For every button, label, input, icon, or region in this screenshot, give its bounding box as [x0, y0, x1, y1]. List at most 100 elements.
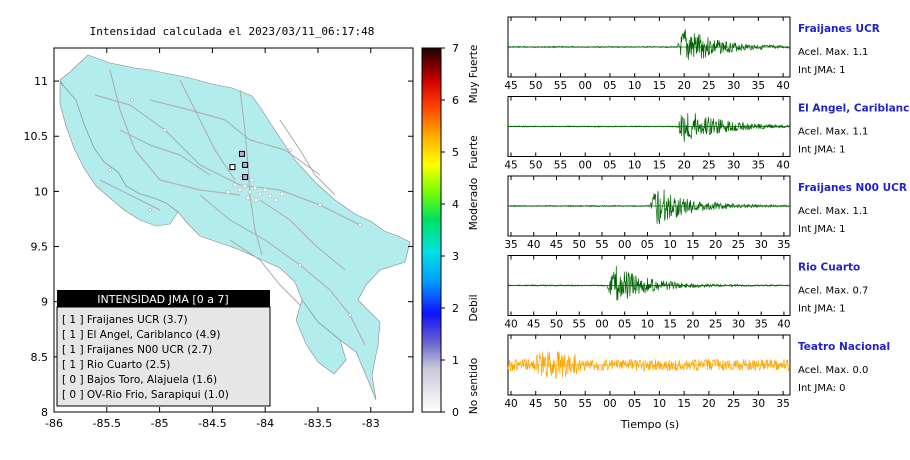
- jma-intensity: Int JMA: 1: [798, 145, 846, 156]
- jma-intensity: Int JMA: 1: [798, 65, 846, 76]
- colorbar-gradient: [421, 47, 442, 413]
- waveform-tick-label: 50: [529, 160, 542, 172]
- lat-tick-label: 8: [41, 406, 48, 419]
- waveform-tick-label: 40: [504, 398, 517, 410]
- waveform-tick-label: 50: [550, 319, 563, 331]
- legend-item: [ 1 ] Rio Cuarto (2.5): [62, 359, 170, 371]
- waveform-xlabel: Tiempo (s): [620, 418, 679, 431]
- longitude-axis: -86 -85.5 -85 -84.5 -84 -83.5 -83: [45, 48, 380, 430]
- legend-header: [57, 290, 270, 307]
- waveform-tick-label: 55: [579, 398, 592, 410]
- waveform-trace: [507, 265, 790, 301]
- waveform-tick-label: 00: [595, 319, 608, 331]
- lon-tick-label: -84.5: [198, 417, 226, 430]
- waveform-tick-label: 40: [776, 160, 789, 172]
- colorbar-tick-label: 5: [452, 146, 459, 159]
- colorbar-tick-label: 7: [452, 42, 459, 55]
- max-acceleration: Acel. Max. 1.1: [798, 127, 868, 138]
- colorbar-tick-label: 4: [452, 198, 459, 211]
- legend-item: [ 1 ] Fraijanes N00 UCR (2.7): [62, 344, 212, 356]
- colorbar-tick-label: 3: [452, 250, 459, 263]
- waveform-tick-label: 35: [754, 319, 767, 331]
- waveform-trace: [507, 113, 790, 142]
- waveform-trace: [507, 189, 790, 225]
- lon-tick-label: -85.5: [93, 417, 121, 430]
- lon-tick-label: -83: [362, 417, 380, 430]
- colorbar-category-label: Debil: [468, 294, 480, 321]
- waveform-tick-label: 05: [603, 160, 616, 172]
- colorbar-tick-label: 0: [452, 406, 459, 419]
- waveform-tick-label: 35: [777, 239, 790, 251]
- waveform-tick-label: 00: [618, 239, 631, 251]
- waveform-tick-label: 15: [653, 160, 666, 172]
- station-name: Teatro Nacional: [798, 341, 890, 353]
- station-name: Rio Cuarto: [798, 262, 860, 274]
- waveform-tick-label: 50: [573, 239, 586, 251]
- waveform-tick-label: 35: [752, 160, 765, 172]
- legend-item: [ 0 ] Bajos Toro, Alajuela (1.6): [62, 374, 217, 386]
- waveform-tick-label: 05: [641, 239, 654, 251]
- waveform-tick-label: 55: [554, 160, 567, 172]
- waveform-tick-label: 40: [504, 319, 517, 331]
- lat-tick-label: 11: [34, 75, 48, 88]
- jma-intensity: Int JMA: 0: [798, 383, 846, 394]
- waveform-tick-label: 30: [752, 398, 765, 410]
- waveform-tick-label: 45: [550, 239, 563, 251]
- waveform-tick-label: 45: [527, 319, 540, 331]
- waveform-tick-label: 15: [653, 80, 666, 92]
- colorbar-ticks: 0 1 2 3 4 5 6 7: [441, 42, 459, 419]
- waveform-tick-label: 30: [754, 239, 767, 251]
- waveform-tick-label: 10: [653, 398, 666, 410]
- lon-tick-label: -83.5: [304, 417, 332, 430]
- waveform-tick-label: 25: [709, 319, 722, 331]
- waveform-tick-label: 10: [628, 160, 641, 172]
- lon-tick-label: -84: [256, 417, 274, 430]
- colorbar-category-label: Fuerte: [468, 135, 480, 168]
- waveform-tick-label: 45: [504, 160, 517, 172]
- max-acceleration: Acel. Max. 0.7: [798, 286, 868, 297]
- colorbar-category-labels: No sentido Debil Moderado Fuerte Muy Fuerte: [468, 45, 480, 415]
- waveform-tick-label: 20: [702, 398, 715, 410]
- station-markers: [229, 150, 249, 181]
- colorbar-tick-label: 1: [452, 354, 459, 367]
- station-marker: [242, 161, 249, 168]
- waveform-tick-label: 25: [702, 160, 715, 172]
- colorbar-category-label: Muy Fuerte: [468, 45, 480, 104]
- waveform-tick-label: 05: [618, 319, 631, 331]
- waveform-tick-label: 40: [527, 239, 540, 251]
- waveform-tick-label: 00: [579, 160, 592, 172]
- station-marker: [238, 150, 245, 157]
- jma-intensity: Int JMA: 1: [798, 304, 846, 315]
- waveform-tick-label: 10: [664, 239, 677, 251]
- waveform-tick-label: 00: [579, 80, 592, 92]
- station-marker: [242, 174, 249, 181]
- lat-tick-label: 8.5: [31, 351, 49, 364]
- legend-item: [ 1 ] Fraijanes UCR (3.7): [62, 314, 188, 326]
- jma-intensity: Int JMA: 1: [798, 224, 846, 235]
- waveform-tick-label: 50: [554, 398, 567, 410]
- waveform-tick-label: 20: [677, 160, 690, 172]
- waveform-tick-label: 05: [628, 398, 641, 410]
- waveform-tick-label: 20: [677, 80, 690, 92]
- waveform-tick-label: 25: [727, 398, 740, 410]
- legend-title: INTENSIDAD JMA [0 a 7]: [97, 293, 228, 306]
- lat-tick-label: 10.5: [24, 130, 49, 143]
- colorbar-tick-label: 2: [452, 302, 459, 315]
- waveform-tick-label: 20: [686, 319, 699, 331]
- waveform-panel: 35 40 45 50 55 00 05 10 15 20 25 30 35 Fraijanes N00 …: [504, 175, 907, 251]
- waveform-tick-label: 35: [504, 239, 517, 251]
- waveform-tick-label: 40: [776, 80, 789, 92]
- latitude-axis: 8 8.5 9 9.5 10 10.5 11: [24, 75, 413, 419]
- intensity-legend: INTENSIDAD JMA [0 a 7] [ 1 ] Fraijanes U…: [56, 290, 271, 407]
- lon-tick-label: -85: [151, 417, 169, 430]
- waveform-tick-label: 15: [677, 398, 690, 410]
- waveform-trace: [508, 29, 790, 60]
- colorbar-tick-label: 6: [452, 94, 459, 107]
- station-name: Fraijanes UCR: [798, 23, 880, 35]
- waveform-tick-label: 05: [603, 80, 616, 92]
- waveform-panels: 45 50 55 00 05 10 15 20 25 30 35 40 Fraijanes UCR Ace…: [504, 16, 910, 410]
- nicoya-peninsula: [59, 81, 179, 227]
- waveform-tick-label: 35: [752, 80, 765, 92]
- waveform-tick-label: 50: [529, 80, 542, 92]
